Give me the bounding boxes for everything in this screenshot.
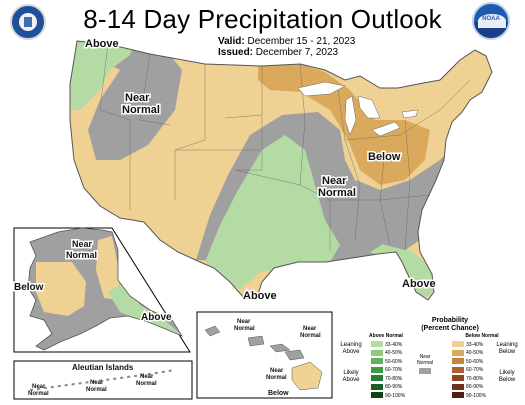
- aleutian-inset: Aleutian Islands Near Normal Near Normal…: [13, 360, 193, 400]
- legend-above-bin-label: 40-50%: [385, 350, 403, 356]
- label-ak-normal: Normal: [66, 250, 97, 260]
- legend-above-bin-swatch: [371, 392, 383, 398]
- legend-below-bin-label: 40-50%: [466, 350, 484, 356]
- legend-below-bin-label: 50-60%: [466, 358, 484, 365]
- legend-below-bin-swatch: [452, 341, 464, 347]
- label-above-northwest: Above: [85, 38, 119, 50]
- legend-below-bin-swatch: [452, 366, 464, 373]
- label-hi-near-2: Near: [303, 326, 317, 332]
- great-lakes-below-normal: [258, 64, 430, 185]
- label-aleutian-normal-3: Normal: [136, 381, 157, 387]
- label-aleutian-near-1: Near: [32, 384, 46, 390]
- label-hi-near-1: Near: [237, 319, 251, 325]
- legend-below-bin-swatch: [452, 383, 464, 390]
- legend-below-bin-swatch: [452, 349, 464, 356]
- legend-below-bin-label: 60-70%: [466, 367, 484, 373]
- legend-subtitle: (Percent Chance): [421, 325, 479, 332]
- seal-icon: [10, 4, 46, 40]
- label-aleutian-near-2: Near: [90, 380, 104, 386]
- noaa-logo-text: NOAA: [482, 16, 500, 22]
- legend-above-bin-swatch: [371, 358, 383, 364]
- label-ak-below: Below: [14, 282, 44, 293]
- legend-title: Probability: [431, 317, 469, 324]
- nw-near-normal-band: [70, 41, 182, 160]
- legend-near-label-2: Normal: [416, 360, 434, 366]
- legend-likely-above-1: Likely: [343, 370, 359, 376]
- valid-label: Valid:: [218, 36, 245, 47]
- legend-near-label-1: Near: [419, 354, 431, 360]
- label-hi-normal-1: Normal: [234, 326, 255, 332]
- label-near-normal-west-1: Near: [125, 92, 150, 104]
- legend-above-header: Above Normal: [369, 333, 403, 339]
- legend-above-bin-swatch: [371, 383, 383, 390]
- label-above-florida: Above: [402, 278, 436, 290]
- legend-below-bin-swatch: [452, 375, 464, 381]
- legend-leaning-below-2: Below: [498, 349, 516, 355]
- page-title: 8-14 Day Precipitation Outlook: [83, 4, 442, 34]
- issued-line: Issued: December 7, 2023: [218, 47, 338, 58]
- legend-above-bin-label: 90-100%: [385, 392, 406, 399]
- legend-leaning-above-2: Above: [342, 349, 360, 355]
- label-ak-above: Above: [141, 312, 172, 323]
- label-above-south-texas: Above: [243, 290, 277, 302]
- label-ak-near: Near: [72, 239, 93, 249]
- legend-above-bin-label: 33-40%: [385, 341, 403, 348]
- legend-above-bin-swatch: [371, 341, 383, 347]
- legend-above-bin-swatch: [371, 375, 383, 381]
- legend-below-bin-label: 80-90%: [466, 384, 484, 390]
- legend-near-swatch: [419, 368, 431, 374]
- central-above-normal: [205, 135, 340, 290]
- valid-line: Valid: December 15 - 21, 2023: [218, 36, 355, 47]
- legend-below-bin-label: 90-100%: [466, 392, 487, 399]
- label-near-normal-central-2: Normal: [318, 187, 356, 199]
- label-aleutian-near-3: Near: [140, 374, 154, 380]
- label-below-northeast: Below: [368, 151, 401, 163]
- legend-likely-above-2: Above: [342, 377, 360, 383]
- legend-above-bin-label: 60-70%: [385, 367, 403, 373]
- label-aleutian-title: Aleutian Islands: [72, 363, 134, 372]
- legend-likely-below-2: Below: [498, 377, 516, 383]
- legend-leaning-above-1: Leaning: [340, 342, 362, 348]
- label-aleutian-normal-1: Normal: [28, 391, 49, 397]
- conus-outline: [69, 40, 493, 301]
- label-near-normal-central-1: Near: [322, 175, 347, 187]
- legend-below-bin-label: 33-40%: [466, 341, 484, 348]
- legend-below-header: Below Normal: [465, 333, 499, 339]
- legend-below-bin-swatch: [452, 358, 464, 364]
- label-aleutian-normal-2: Normal: [86, 387, 107, 393]
- label-near-normal-west-2: Normal: [122, 104, 160, 116]
- legend-above-bin-label: 70-80%: [385, 375, 403, 382]
- legend-above-bin-swatch: [371, 366, 383, 373]
- legend-likely-below-1: Likely: [499, 370, 515, 376]
- legend-above-bin-label: 80-90%: [385, 384, 403, 390]
- issued-label: Issued:: [218, 47, 254, 58]
- state-borders: [99, 43, 471, 251]
- valid-value: December 15 - 21, 2023: [247, 36, 356, 47]
- legend-leaning-below-1: Leaning: [496, 342, 518, 348]
- legend-below-bin-label: 70-80%: [466, 375, 484, 382]
- noaa-logo: NOAA: [472, 2, 510, 40]
- legend-above-bin-label: 50-60%: [385, 358, 403, 365]
- legend-below-bin-swatch: [452, 392, 464, 398]
- east-near-normal: [356, 140, 460, 250]
- label-hi-normal-2: Normal: [300, 333, 321, 339]
- label-hi-normal-3: Normal: [266, 375, 287, 381]
- issued-value: December 7, 2023: [255, 47, 339, 58]
- great-lakes: [297, 81, 419, 137]
- legend-above-bin-swatch: [371, 349, 383, 356]
- label-hi-near-3: Near: [270, 368, 284, 374]
- label-hi-below: Below: [268, 390, 289, 397]
- nw-above-normal: [70, 41, 140, 110]
- hawaii-inset: Near Normal Near Normal Near Normal Belo…: [196, 311, 333, 399]
